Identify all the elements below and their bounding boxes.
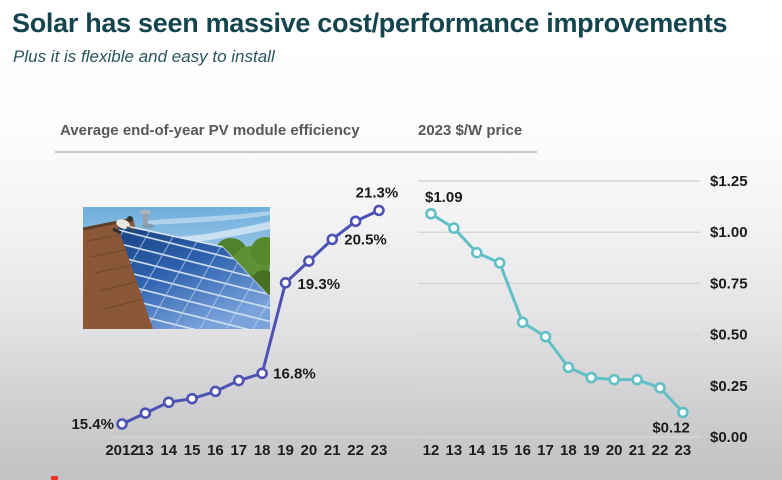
x-tick-label: 16 [514, 442, 531, 459]
series-line [120, 208, 381, 426]
efficiency-chart-title: Average end-of-year PV module efficiency [60, 122, 360, 139]
slide-title: Solar has seen massive cost/performance … [12, 8, 728, 38]
x-tick-label: 13 [137, 442, 154, 459]
panel-side-frame [222, 246, 270, 298]
x-tick-label: 2012 [105, 442, 138, 459]
data-point [448, 222, 460, 234]
data-point-label: 19.3% [298, 276, 341, 293]
data-point-label: 16.8% [273, 365, 316, 382]
data-point [326, 233, 339, 246]
data-point [493, 257, 506, 269]
x-tick-label: 15 [184, 442, 201, 459]
x-tick-label: 18 [560, 442, 577, 459]
x-tick-label: 21 [629, 442, 646, 459]
data-point [233, 374, 245, 387]
y-tick-label: $1.00 [710, 224, 748, 241]
x-tick-label: 23 [675, 442, 692, 459]
data-point [677, 406, 689, 419]
x-tick-label: 12 [423, 442, 440, 459]
data-point-label: $1.09 [425, 189, 463, 206]
data-point [471, 246, 483, 259]
x-tick-label: 22 [652, 442, 669, 459]
y-tick-label: $0.75 [710, 275, 748, 292]
partial-logo-mark [51, 476, 58, 480]
y-tick-label: $0.00 [710, 429, 748, 446]
data-point [279, 277, 292, 289]
data-point [209, 385, 222, 398]
cloud [143, 211, 270, 225]
x-tick-label: 20 [606, 442, 623, 459]
data-point [349, 215, 362, 228]
data-point [608, 373, 620, 386]
solar-install-photo [83, 207, 270, 329]
data-point-label: $0.12 [652, 419, 690, 436]
x-tick-label: 15 [491, 442, 508, 459]
data-point [654, 382, 666, 394]
data-point [162, 396, 175, 409]
data-point [516, 316, 529, 329]
data-point [585, 371, 598, 384]
data-point [631, 373, 643, 386]
x-tick-label: 16 [207, 442, 224, 459]
data-point [256, 367, 268, 380]
data-point-label: 15.4% [71, 416, 114, 433]
data-point-label: 21.3% [356, 184, 399, 201]
data-point [116, 418, 128, 430]
y-tick-label: $0.50 [710, 327, 748, 344]
x-tick-label: 19 [277, 442, 294, 459]
data-point [373, 204, 385, 217]
x-tick-label: 22 [347, 442, 364, 459]
price-chart-title: 2023 $/W price [418, 122, 523, 139]
header-divider-line [55, 151, 537, 153]
series-line [429, 212, 685, 414]
x-tick-label: 14 [160, 442, 177, 459]
x-tick-label: 18 [254, 442, 271, 459]
x-tick-label: 21 [324, 442, 341, 459]
shingle-lines [86, 230, 160, 310]
y-tick-label: $1.25 [710, 173, 748, 190]
x-tick-label: 19 [583, 442, 600, 459]
x-tick-label: 17 [230, 442, 247, 459]
x-tick-label: 13 [446, 442, 463, 459]
x-tick-label: 20 [301, 442, 318, 459]
data-point-label: 20.5% [344, 231, 387, 248]
data-point [186, 392, 198, 405]
data-point [539, 330, 552, 343]
panel-top-frame [116, 223, 224, 248]
data-point [303, 255, 315, 267]
price-line-chart: $1.25 $1.00 $0.75 $0.50 $0.25 $0.00 12 13 14 15 16… [418, 173, 748, 459]
slide-subtitle: Plus it is flexible and easy to install [13, 47, 275, 66]
x-tick-label: 17 [537, 442, 554, 459]
y-tick-label: $0.25 [710, 378, 748, 395]
data-point [425, 207, 437, 220]
roof-vent [140, 210, 154, 229]
data-point [562, 361, 575, 374]
shingle-roof [83, 219, 163, 329]
worker [112, 216, 136, 235]
data-point [139, 407, 152, 419]
x-tick-label: 23 [371, 442, 388, 459]
solar-panel-gridlines [117, 224, 270, 329]
x-tick-label: 14 [468, 442, 485, 459]
